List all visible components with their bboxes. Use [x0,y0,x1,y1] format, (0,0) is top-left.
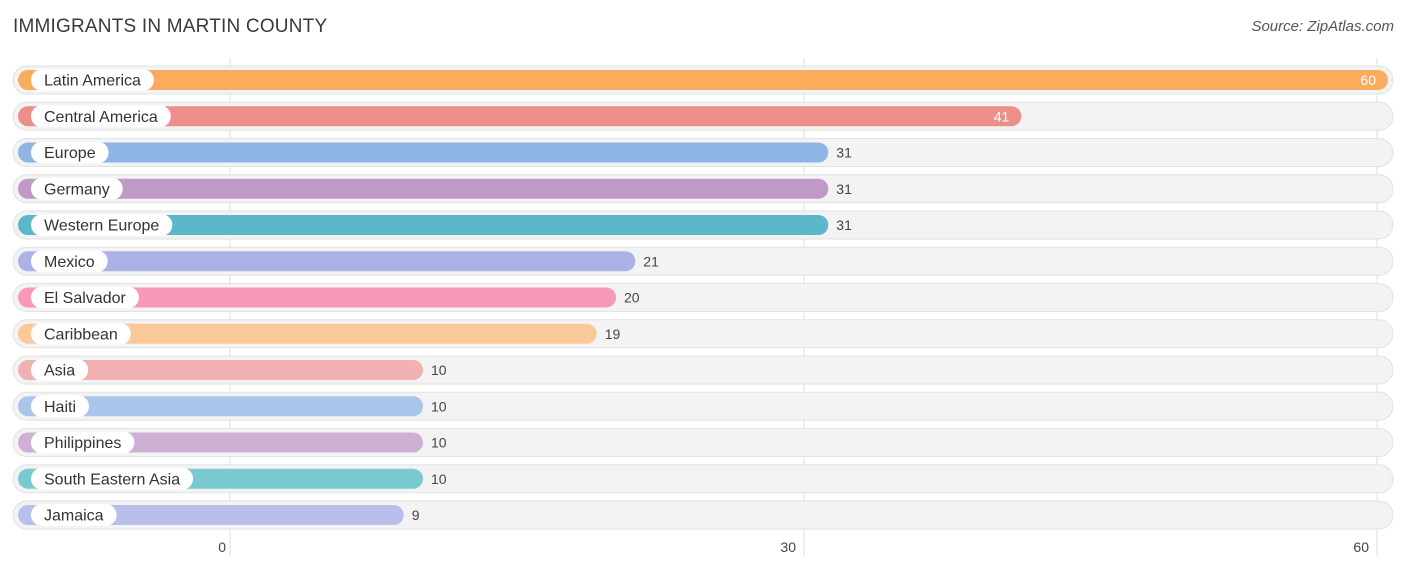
value-label: 31 [836,217,852,233]
bar [18,70,1388,90]
bar [18,360,423,380]
bar [18,215,829,235]
category-label: Latin America [44,73,141,90]
category-label-pill [31,322,131,345]
category-label: Caribbean [44,326,118,343]
value-label: 10 [431,435,447,451]
bar [18,323,597,344]
bar-rows: Latin America 60 Central America 41 Europe 31… [12,65,1394,530]
category-label: Philippines [44,435,121,452]
value-label: 10 [431,471,447,487]
x-axis-ticks: 0 30 60 [218,539,1369,555]
bar-row: Latin America 60 [12,65,1394,95]
bar-row: Asia 10 [12,355,1394,385]
category-label: Mexico [44,254,95,271]
bar [18,287,616,308]
value-label: 60 [1360,72,1376,88]
value-label: 41 [994,108,1010,124]
category-label-pill [31,105,171,128]
x-tick-label: 30 [780,539,796,555]
category-label-pill [31,69,154,91]
category-label: Western Europe [44,218,159,235]
category-label-pill [31,177,123,200]
value-label: 31 [836,145,852,161]
category-label: Haiti [44,399,76,416]
category-label: Jamaica [44,508,104,525]
source-credit: Source: ZipAtlas.com [1251,18,1394,35]
bar-row: South Eastern Asia 10 [12,464,1394,494]
category-label: Germany [44,181,110,198]
category-label: South Eastern Asia [44,471,180,488]
value-label: 10 [431,362,447,378]
x-tick-label: 0 [218,539,226,555]
bar-row: Haiti 10 [12,391,1394,421]
value-label: 19 [605,326,621,342]
bar-row: Central America 41 [12,101,1394,131]
bar [18,396,423,417]
bar [18,142,829,163]
category-label-pill [31,250,108,273]
value-label: 31 [836,181,852,197]
bar [18,251,636,272]
value-label: 9 [412,507,420,523]
bar-row: Caribbean 19 [12,319,1394,349]
category-label: Central America [44,109,158,126]
x-tick-label: 60 [1353,539,1369,555]
category-label-pill [31,504,117,526]
bar [18,178,829,199]
bar-row: Jamaica 9 [12,500,1394,530]
bar-row: Europe 31 [12,138,1394,167]
category-label-pill [31,467,194,490]
category-label-pill [31,359,89,381]
value-label: 10 [431,398,447,414]
category-label: Asia [44,363,75,380]
value-label: 21 [643,253,659,269]
category-label: Europe [44,145,96,162]
chart-title: IMMIGRANTS IN MARTIN COUNTY [13,16,328,37]
bar-row: Mexico 21 [12,246,1394,276]
bar [18,106,1022,127]
category-label-pill [31,395,90,418]
bar-row: Philippines 10 [12,428,1394,457]
category-label-pill [31,431,135,454]
category-label-pill [31,214,173,236]
bar-row: Germany 31 [12,174,1394,204]
category-label-pill [31,141,109,164]
value-label: 20 [624,290,640,306]
bar-row: Western Europe 31 [12,210,1394,240]
bar-row: El Salvador 20 [12,283,1394,312]
category-label: El Salvador [44,290,126,307]
category-label-pill [31,286,139,309]
